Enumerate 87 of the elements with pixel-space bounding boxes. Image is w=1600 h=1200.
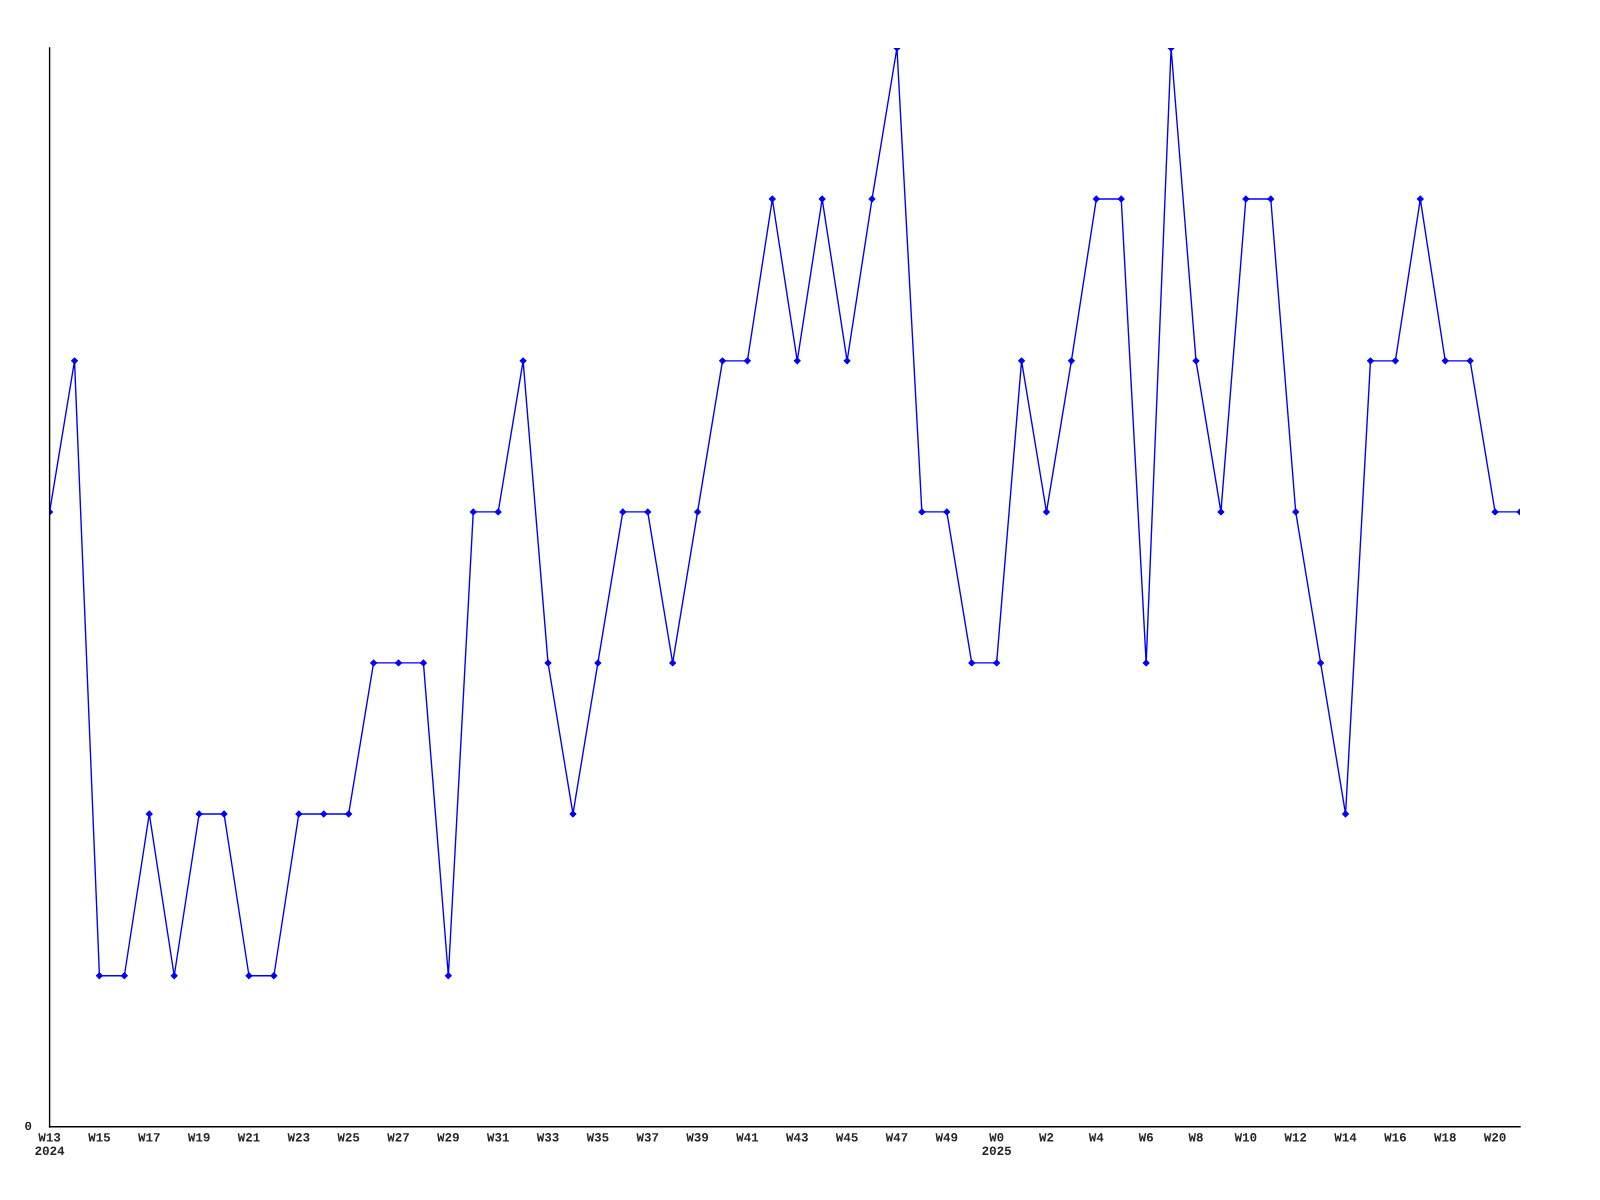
x-tick-label: W6 [1138,1133,1153,1142]
point [1192,357,1200,365]
point [395,659,402,667]
point [694,508,702,516]
x-tick-label: W0 2025 [982,1133,1011,1155]
point [519,357,527,365]
point [594,659,602,667]
x-tick-label: W47 [885,1133,908,1142]
point [444,972,452,980]
point [968,659,976,667]
point [1292,508,1300,516]
point [245,972,253,980]
point [1242,195,1250,203]
point [95,972,103,980]
point [370,659,378,667]
point [743,357,751,365]
x-tick-label: W39 [686,1133,709,1142]
x-tick-label: W17 [138,1133,160,1142]
point [793,357,801,365]
x-tick-label: W12 [1284,1133,1307,1142]
point [768,195,776,203]
point [918,508,926,516]
x-tick-label: W41 [736,1133,759,1142]
point [1142,659,1150,667]
point [71,357,78,365]
point [295,810,303,818]
point [320,810,328,818]
x-tick-label: W33 [536,1133,559,1142]
x-tick-label: W35 [586,1133,609,1142]
point [1342,810,1350,818]
point [993,659,1001,667]
x-tick-label: W29 [437,1133,459,1142]
point [1416,195,1424,203]
point [1367,357,1374,365]
point [569,810,577,818]
x-tick-label: W23 [287,1133,310,1142]
x-tick-label: W37 [636,1133,659,1142]
x-tick-label: W10 [1234,1133,1257,1142]
x-tick-label: W45 [835,1133,858,1142]
x-tick-label: W49 [935,1133,958,1142]
x-tick-label: W16 [1384,1133,1406,1142]
point [719,357,726,365]
point [419,659,427,667]
x-tick-label: W21 [237,1133,260,1142]
point [494,508,502,516]
x-tick-label: W31 [486,1133,509,1142]
point [544,659,552,667]
x-tick-label: W8 [1188,1133,1203,1142]
x-tick-label: W25 [337,1133,360,1142]
point [1267,195,1275,203]
point [1018,357,1026,365]
point [644,508,652,516]
point [1391,357,1399,365]
point [1092,195,1100,203]
point [1441,357,1449,365]
point [943,508,951,516]
point [270,972,278,980]
point [145,810,153,818]
point [1043,508,1050,516]
point [619,508,627,516]
point [1491,508,1499,516]
x-tick-label: W4 [1088,1133,1104,1142]
x-tick-label: W2 [1038,1133,1054,1142]
point [1217,508,1225,516]
point [669,659,677,667]
point [220,810,228,818]
x-tick-label: W43 [786,1133,808,1142]
point [1317,659,1325,667]
x-tick-label: W19 [187,1133,210,1142]
x-tick-label: W18 [1433,1133,1456,1142]
point [843,357,851,365]
x-tick-label: W15 [88,1133,111,1142]
point [120,972,128,980]
point [1466,357,1474,365]
point [345,810,353,818]
point [1117,195,1125,203]
x-tick-label: W13 2024 [35,1133,65,1155]
text: 0 [25,1121,32,1131]
point [868,195,876,203]
point [818,195,826,203]
point [170,972,178,980]
x-tick-label: W20 [1483,1133,1506,1142]
point [469,508,477,516]
point [1067,357,1075,365]
x-tick-label: W27 [387,1133,409,1142]
point [195,810,203,818]
x-tick-label: W14 [1334,1133,1357,1142]
